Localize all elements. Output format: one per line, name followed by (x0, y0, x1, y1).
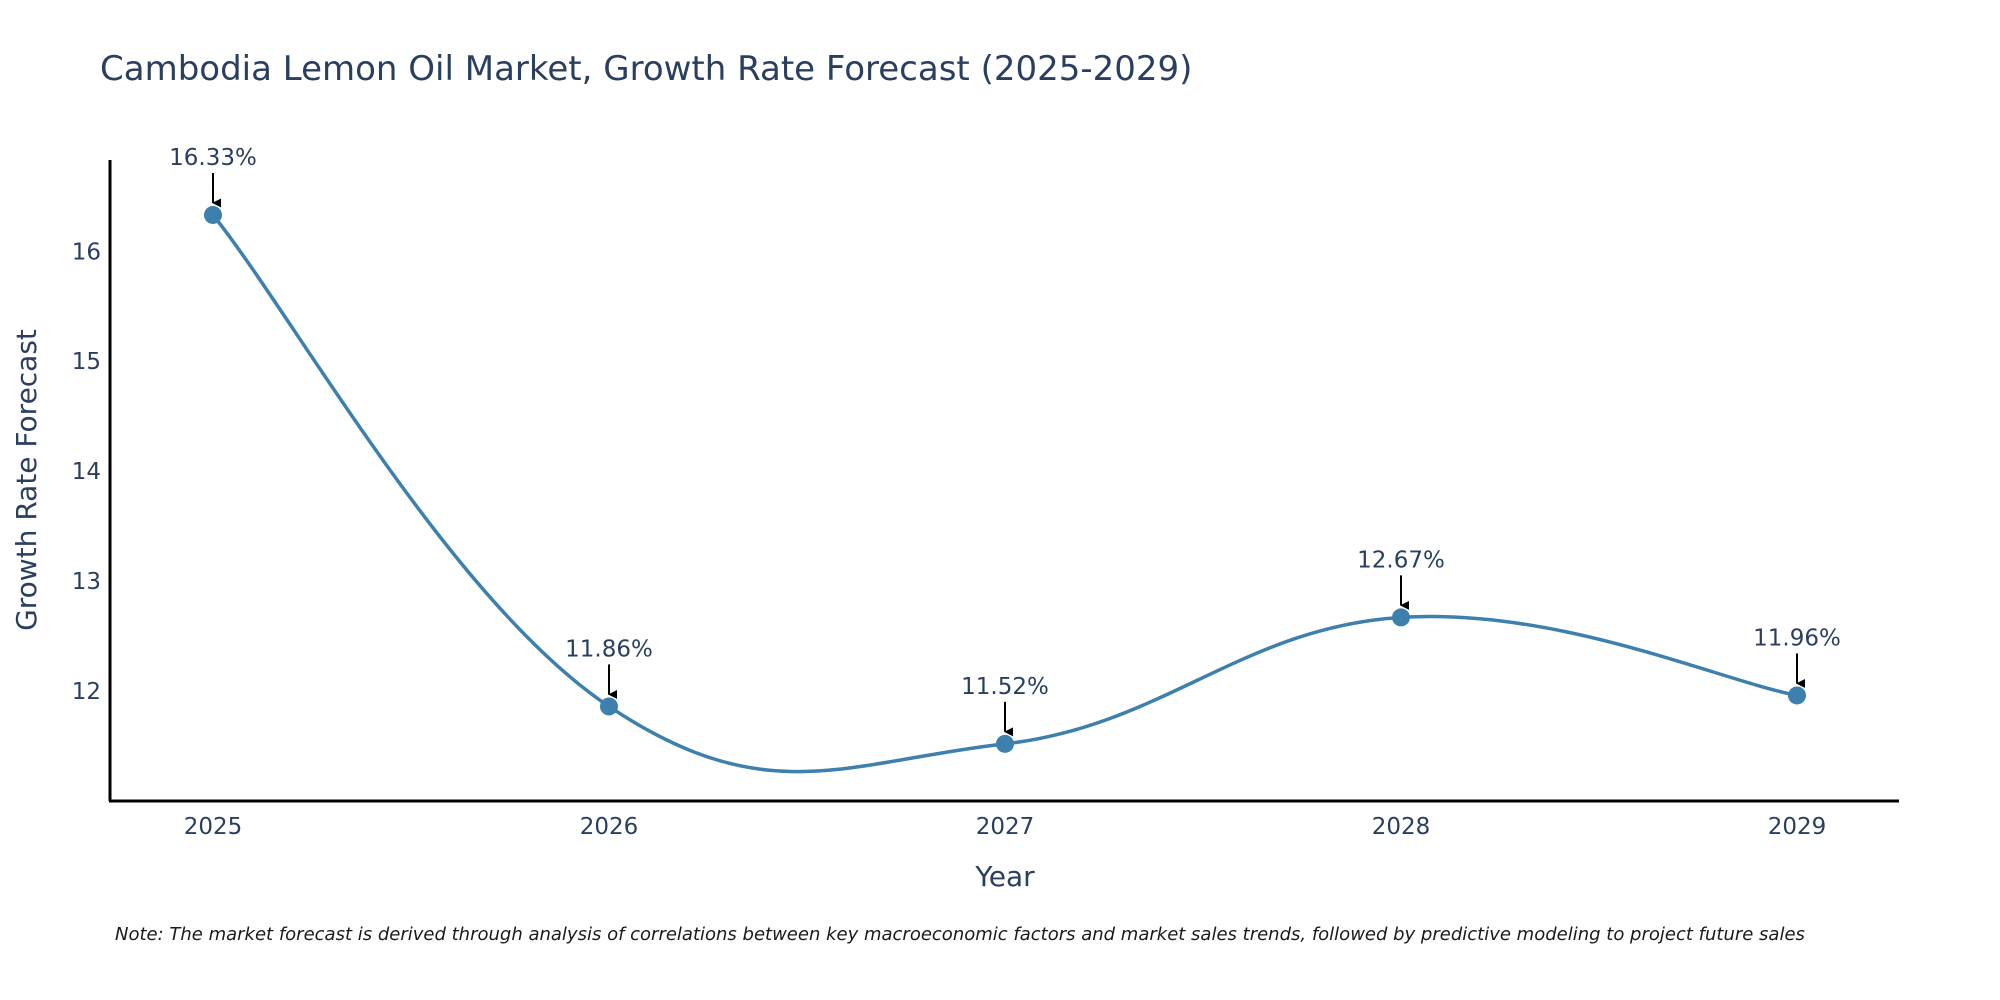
y-axis-ticks: 12 13 14 15 16 (72, 239, 101, 705)
x-tick-label: 2026 (580, 814, 639, 840)
y-axis-title: Growth Rate Forecast (10, 329, 43, 631)
data-label: 11.52% (961, 674, 1049, 700)
data-label: 11.86% (565, 636, 653, 662)
data-label: 12.67% (1357, 547, 1445, 573)
x-tick-label: 2025 (184, 814, 243, 840)
methodology-note: Note: The market forecast is derived thr… (115, 924, 1805, 945)
y-tick-label: 15 (72, 349, 101, 375)
data-annotations: 16.33% 11.86% 11.52% 12.67% 11.96% (169, 145, 1841, 737)
y-tick-label: 14 (72, 459, 101, 485)
data-point (600, 697, 618, 716)
data-label: 11.96% (1753, 625, 1841, 651)
chart-title: Cambodia Lemon Oil Market, Growth Rate F… (100, 49, 1192, 89)
data-points (204, 205, 1806, 753)
x-tick-label: 2028 (1372, 814, 1431, 840)
data-point (1788, 686, 1806, 705)
y-tick-label: 12 (72, 679, 101, 705)
data-point (996, 734, 1014, 753)
x-axis-ticks: 2025 2026 2027 2028 2029 (184, 814, 1827, 840)
data-label: 16.33% (169, 145, 257, 171)
x-tick-label: 2029 (1768, 814, 1827, 840)
x-axis-title: Year (974, 860, 1035, 893)
x-tick-label: 2027 (976, 814, 1035, 840)
y-tick-label: 16 (72, 239, 101, 265)
data-point (204, 205, 222, 224)
series-line (211, 213, 1798, 774)
data-point (1392, 608, 1410, 627)
y-tick-label: 13 (72, 569, 101, 595)
